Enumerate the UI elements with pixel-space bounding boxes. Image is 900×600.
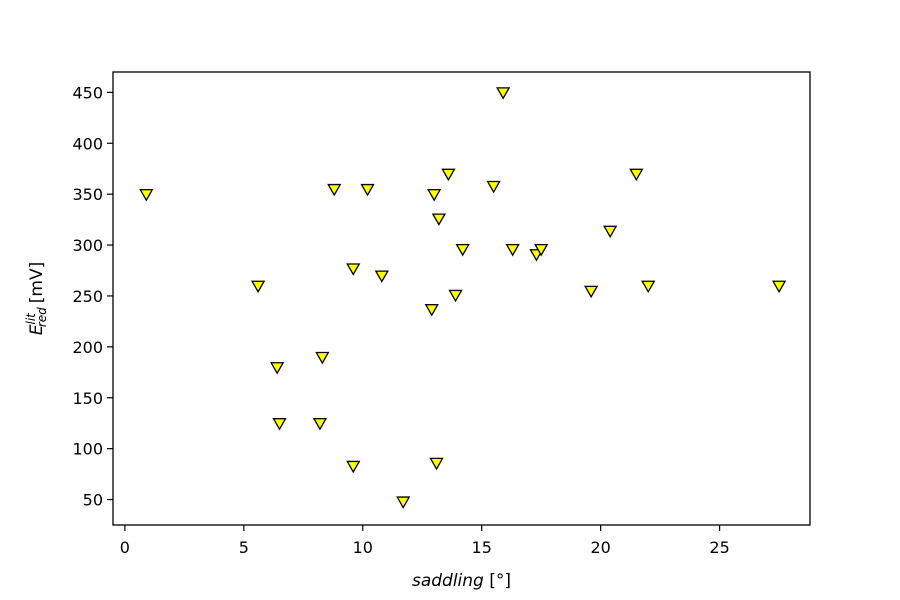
data-point-marker bbox=[346, 460, 361, 474]
x-axis-ticks: 0 5 10 15 20 25 bbox=[120, 525, 730, 557]
data-point-marker bbox=[427, 189, 442, 202]
plot-area-frame bbox=[112, 71, 811, 526]
y-axis-label-base: E bbox=[27, 324, 47, 335]
y-axis-label-sub: red bbox=[35, 307, 49, 327]
data-point-marker bbox=[360, 183, 375, 197]
data-point-marker bbox=[534, 243, 549, 257]
data-point-marker bbox=[584, 285, 599, 299]
y-tick-label: 150 bbox=[72, 389, 103, 408]
x-axis-label-quantity: saddling bbox=[412, 571, 484, 591]
y-tick-label: 100 bbox=[72, 440, 103, 459]
data-point-marker bbox=[139, 189, 154, 202]
data-point-marker bbox=[603, 225, 618, 239]
data-points bbox=[139, 87, 787, 509]
data-point-marker bbox=[431, 213, 447, 226]
data-point-marker bbox=[455, 243, 470, 257]
x-axis-label: saddling [°] bbox=[412, 571, 511, 591]
data-point-marker bbox=[250, 280, 266, 294]
y-axis-label-sup: lit bbox=[24, 312, 38, 325]
data-point-marker bbox=[629, 168, 644, 182]
data-point-marker bbox=[346, 263, 361, 276]
data-point-marker bbox=[641, 280, 656, 294]
y-tick-label: 400 bbox=[72, 134, 103, 153]
data-point-marker bbox=[486, 180, 501, 194]
data-point-marker bbox=[429, 457, 444, 471]
y-tick-label: 450 bbox=[72, 83, 103, 102]
y-tick-label: 300 bbox=[72, 236, 103, 255]
data-point-marker bbox=[374, 270, 389, 283]
data-point-marker bbox=[771, 280, 787, 294]
y-axis-label-unit: [mV] bbox=[27, 262, 47, 303]
x-tick-label: 10 bbox=[353, 538, 373, 557]
data-point-marker bbox=[315, 351, 330, 365]
x-tick-label: 5 bbox=[239, 538, 249, 557]
x-tick-label: 25 bbox=[709, 538, 729, 557]
y-tick-label: 350 bbox=[72, 185, 103, 204]
data-point-marker bbox=[441, 168, 456, 182]
y-axis-ticks: 50 100 150 200 250 300 350 400 450 bbox=[72, 83, 113, 510]
x-axis-label-unit: [°] bbox=[484, 571, 511, 591]
data-point-marker bbox=[448, 289, 463, 303]
x-tick-label: 0 bbox=[120, 538, 130, 557]
data-point-marker bbox=[505, 243, 520, 257]
data-point-marker bbox=[270, 362, 285, 375]
y-axis-label: Elitred [mV] bbox=[24, 262, 49, 336]
data-point-marker bbox=[424, 304, 439, 317]
data-point-marker bbox=[496, 87, 511, 100]
data-point-marker bbox=[327, 183, 342, 197]
data-point-marker bbox=[272, 418, 287, 431]
y-tick-label: 50 bbox=[83, 491, 103, 510]
x-tick-label: 15 bbox=[472, 538, 492, 557]
y-tick-label: 200 bbox=[72, 338, 103, 357]
data-point-marker bbox=[312, 418, 328, 431]
y-tick-label: 250 bbox=[72, 287, 103, 306]
x-tick-label: 20 bbox=[590, 538, 610, 557]
data-point-marker bbox=[396, 496, 411, 509]
